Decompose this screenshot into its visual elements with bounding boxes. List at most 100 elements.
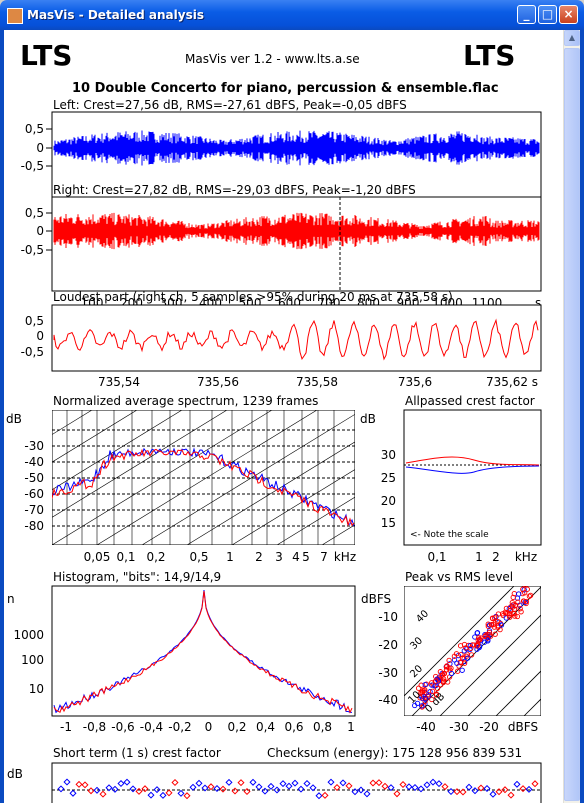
app-icon[interactable] [7, 8, 23, 24]
allpassed-ytick-1: 25 [381, 471, 396, 485]
left-waveform-yticks: 0,5 0 -0,5 [21, 122, 44, 173]
histogram-xtick-6: 0,2 [227, 720, 246, 734]
allpassed-ytick-3: 15 [381, 516, 396, 530]
spectrum-label: Normalized average spectrum, 1239 frames [53, 394, 318, 408]
file-name: 10 Double Concerto for piano, percussion… [72, 81, 499, 96]
histogram-xtick-4: -0,2 [168, 720, 191, 734]
window-frame-right [580, 30, 584, 803]
loudest-xtick-3: 735,6 [398, 375, 432, 389]
histogram-xtick-10: 1 [347, 720, 355, 734]
loudest-xticks: 735,54 735,56 735,58 735,6 735,62 s [98, 375, 538, 389]
window-title: MasVis - Detailed analysis [27, 8, 204, 22]
left-channel-label: Left: Crest=27,56 dB, RMS=-27,61 dBFS, P… [53, 98, 407, 112]
histogram-ytick-0: 1000 [13, 628, 44, 642]
loudest-xtick-0: 735,54 [98, 375, 140, 389]
checksum-text: Checksum (energy): 175 128 956 839 531 [267, 746, 522, 760]
title-bar[interactable]: MasVis - Detailed analysis _ □ × [0, 0, 584, 30]
spectrum-ytick-3: -60 [24, 487, 44, 501]
peak-rms-label: Peak vs RMS level [405, 570, 513, 584]
logo-right: LTS [463, 39, 515, 72]
peak-rms-ytick-3: -40 [378, 693, 398, 707]
minimize-button[interactable]: _ [517, 5, 536, 24]
histogram-ytick-1: 100 [21, 653, 44, 667]
loudest-ytick-0: 0,5 [25, 314, 44, 328]
spectrum-ytick-0: -30 [24, 439, 44, 453]
histogram-xtick-2: -0,6 [111, 720, 134, 734]
time-unit: s [535, 296, 541, 310]
spectrum-ylabel: dB [6, 412, 22, 426]
right-channel-label: Right: Crest=27,82 dB, RMS=-29,03 dBFS, … [53, 183, 416, 197]
spectrum-ytick-1: -40 [24, 455, 44, 469]
spectrum-xtick-9: 7 [320, 550, 328, 564]
spectrum-xticks: 0,05 0,1 0,2 0,5 1 2 3 4 5 7 kHz [84, 550, 357, 564]
peak-rms-xtick-1: -30 [449, 720, 469, 734]
spectrum-plot [52, 410, 355, 545]
spectrum-xtick-5: 2 [255, 550, 263, 564]
loudest-part-waveform [53, 318, 539, 361]
loudest-part-frame [51, 304, 542, 372]
spectrum-xtick-4: 1 [226, 550, 234, 564]
left-waveform [53, 130, 540, 166]
peak-rms-plot [404, 586, 541, 716]
left-ytick-1: 0 [36, 141, 44, 155]
histogram-xtick-8: 0,6 [284, 720, 303, 734]
close-button[interactable]: × [559, 5, 578, 24]
allpassed-note: <- Note the scale [410, 530, 489, 540]
vertical-scrollbar[interactable]: ▲ [563, 30, 580, 803]
left-ytick-2: -0,5 [21, 159, 44, 173]
analysis-plots: LTS LTS MasVis ver 1.2 - www.lts.a.se 10… [6, 39, 542, 803]
allpassed-ytick-0: 30 [381, 448, 396, 462]
allpassed-xtick-0: 0,1 [427, 550, 446, 564]
allpassed-ylabel: dB [360, 412, 376, 426]
allpassed-label: Allpassed crest factor [405, 394, 535, 408]
histogram-label: Histogram, "bits": 14,9/14,9 [53, 570, 221, 584]
left-ytick-0: 0,5 [25, 122, 44, 136]
histogram-xtick-1: -0,8 [83, 720, 106, 734]
histogram-xtick-3: -0,4 [140, 720, 163, 734]
histogram-right [53, 590, 353, 714]
right-ytick-2: -0,5 [21, 243, 44, 257]
allpassed-left-curve [405, 465, 540, 474]
minimize-icon: _ [523, 7, 530, 21]
spectrum-xtick-10: kHz [334, 550, 356, 564]
spectrum-xtick-7: 4 [292, 550, 300, 564]
close-icon: × [563, 7, 574, 21]
spectrum-ytick-4: -70 [24, 503, 44, 517]
scroll-thumb[interactable] [564, 48, 580, 801]
histogram-xtick-9: 0,8 [313, 720, 332, 734]
histogram-frame [51, 585, 356, 717]
peak-rms-xtick-0: -40 [416, 720, 436, 734]
loudest-part-label: Loudest part (right ch, 5 samples >95% d… [53, 290, 453, 304]
peak-rms-xtick-2: -20 [479, 720, 499, 734]
short-term-frame [51, 762, 542, 803]
analysis-canvas: LTS LTS MasVis ver 1.2 - www.lts.a.se 10… [4, 30, 563, 803]
right-ytick-1: 0 [36, 224, 44, 238]
spectrum-xtick-3: 0,5 [189, 550, 208, 564]
histogram-ytick-2: 10 [29, 682, 44, 696]
allpassed-ytick-2: 20 [381, 494, 396, 508]
peak-rms-ytick-0: -10 [378, 610, 398, 624]
loudest-ytick-1: 0 [36, 329, 44, 343]
loudest-xtick-4: 735,62 s [486, 375, 538, 389]
spectrum-xtick-6: 3 [275, 550, 283, 564]
spectrum-ytick-2: -50 [24, 471, 44, 485]
allpassed-xtick-1: 1 [475, 550, 483, 564]
scroll-up-button[interactable]: ▲ [564, 30, 580, 46]
loudest-ytick-2: -0,5 [21, 345, 44, 359]
spectrum-xtick-2: 0,2 [146, 550, 165, 564]
peak-rms-ylabel: dBFS [361, 592, 391, 606]
window-frame-left [0, 30, 4, 803]
maximize-button[interactable]: □ [538, 5, 557, 24]
allpassed-frame [403, 409, 542, 546]
short-term-label: Short term (1 s) crest factor [53, 746, 221, 760]
logo-left: LTS [20, 39, 72, 72]
spectrum-xtick-0: 0,05 [84, 550, 111, 564]
histogram-xtick-0: -1 [60, 720, 72, 734]
right-waveform [53, 212, 540, 250]
maximize-icon: □ [541, 7, 554, 21]
peak-rms-ytick-2: -30 [378, 666, 398, 680]
right-ytick-0: 0,5 [25, 206, 44, 220]
spectrum-yticks: -30 -40 -50 -60 -70 -80 [24, 439, 44, 533]
spectrum-ytick-5: -80 [24, 519, 44, 533]
